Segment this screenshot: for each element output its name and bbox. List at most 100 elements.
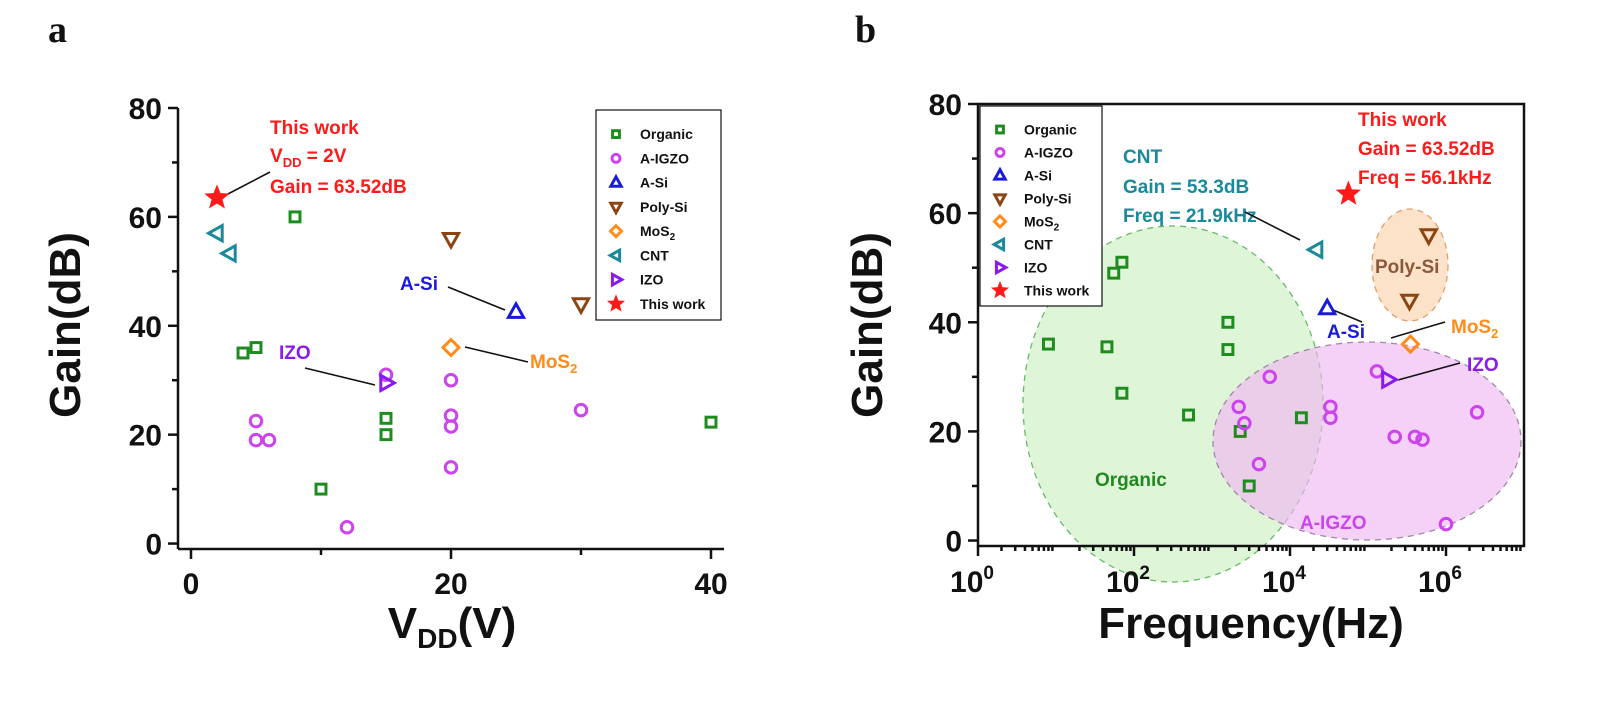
y-tick-label: 60 (129, 202, 162, 235)
legend-label: This work (640, 296, 706, 312)
point-organic (1221, 343, 1235, 357)
y-tick-label: 0 (145, 529, 162, 562)
point-a-igzo (339, 519, 355, 535)
point-organic (1100, 340, 1114, 354)
point-poly-si (1418, 228, 1439, 247)
legend-label: MoS2 (1024, 214, 1060, 234)
point-a-igzo (443, 372, 459, 388)
panel-label-b: b (855, 9, 876, 51)
legend-marker-mos2 (608, 223, 624, 239)
panel-b-legend: Organic A-IGZO A-Si Poly-Si MoS2 CNT IZO This w… (979, 105, 1103, 307)
point-organic (1115, 386, 1129, 400)
y-tick-label: 20 (129, 420, 162, 453)
point-poly-si (440, 232, 462, 251)
legend-marker-mos2 (992, 213, 1008, 230)
point-a-igzo (261, 432, 277, 448)
point-organic (249, 341, 263, 355)
izo-label-b: IZO (1467, 355, 1499, 376)
legend-label: Poly-Si (1024, 191, 1071, 207)
point-a-igzo (1231, 399, 1246, 415)
legend-marker-cnt (991, 236, 1006, 253)
legend-marker-organic (611, 129, 621, 140)
point-organic (1242, 479, 1256, 493)
point-mos2 (440, 337, 462, 358)
legend-marker-izo (610, 271, 625, 288)
legend-label: A-Si (640, 175, 668, 191)
x-tick-label: 100 (950, 563, 994, 599)
cnt-leader (1244, 211, 1301, 241)
izo-label: IZO (279, 343, 311, 364)
poly-si-region (1371, 208, 1449, 322)
mos2-leader (464, 346, 529, 363)
point-organic (1107, 266, 1121, 280)
legend-marker-a-igzo (994, 147, 1006, 158)
legend-marker-a-si (992, 166, 1008, 181)
point-izo (379, 372, 398, 394)
cnt-gain-label: Gain = 53.3dB (1123, 177, 1249, 198)
point-organic (1041, 337, 1055, 351)
x-tick-label: 20 (434, 568, 467, 601)
y-tick-label: 60 (929, 198, 962, 231)
y-tick-label: 20 (929, 416, 962, 449)
legend-box (595, 109, 722, 321)
point-a-igzo (1415, 432, 1430, 447)
legend-marker-izo (994, 259, 1009, 276)
y-tick-label: 40 (929, 307, 962, 340)
point-a-igzo (1323, 410, 1338, 426)
legend-marker-organic (995, 124, 1005, 135)
this-work-vdd-label: VDD = 2V (270, 146, 347, 170)
mos2-label-b: MoS2 (1451, 317, 1498, 341)
point-organic (1221, 315, 1235, 329)
point-poly-si (1399, 293, 1420, 312)
y-tick-label: 40 (129, 311, 162, 344)
point-a-igzo (248, 413, 264, 429)
legend-marker-poly-si (608, 201, 624, 216)
asi-leader (447, 286, 506, 311)
point-a-igzo (1262, 369, 1278, 385)
poly-si-label: Poly-Si (1375, 257, 1439, 278)
legend-marker-this-work (606, 294, 626, 312)
legend-marker-a-igzo (610, 152, 622, 164)
point-organic (236, 346, 250, 360)
point-organic (379, 428, 393, 442)
point-this-work (1335, 180, 1362, 205)
this-work-freq-label-b: Freq = 56.1kHz (1358, 168, 1492, 189)
legend-label: A-IGZO (640, 150, 689, 166)
this-work-gain-label-b: Gain = 63.52dB (1358, 139, 1495, 160)
point-organic (704, 415, 718, 429)
y-tick-label: 80 (129, 93, 162, 126)
mos2-label: MoS2 (530, 352, 577, 376)
point-organic (1294, 411, 1308, 425)
x-tick-label: 104 (1262, 563, 1306, 599)
this-work-label-b: This work (1358, 110, 1447, 131)
legend-marker-a-si (608, 173, 624, 188)
point-a-si (1317, 297, 1338, 316)
point-a-igzo (443, 419, 459, 434)
point-this-work (204, 184, 230, 209)
mos2-leader-b (1390, 321, 1446, 339)
panel-b-y-axis-title: Gain(dB) (843, 232, 892, 418)
point-cnt (205, 223, 224, 244)
panel-label-a: a (48, 9, 67, 51)
point-a-igzo (1469, 405, 1485, 420)
y-tick-label: 0 (945, 526, 962, 559)
point-a-igzo (1251, 456, 1267, 472)
this-work-label: This work (270, 118, 359, 139)
asi-label-b: A-Si (1327, 322, 1365, 343)
legend-marker-cnt (607, 247, 622, 264)
point-poly-si (570, 297, 592, 316)
point-a-igzo (1237, 415, 1252, 431)
panel-a-y-axis-title: Gain(dB) (41, 232, 90, 418)
point-cnt (1305, 239, 1324, 260)
izo-leader-b (1397, 362, 1461, 381)
legend-label: IZO (640, 272, 663, 288)
legend-label: IZO (1024, 260, 1047, 276)
x-tick-label: 106 (1418, 563, 1462, 599)
point-organic (379, 411, 393, 425)
izo-leader (304, 367, 376, 386)
point-a-si (505, 300, 527, 319)
point-izo (1381, 369, 1400, 390)
legend-label: Organic (1024, 122, 1077, 138)
cnt-label: CNT (1123, 147, 1162, 168)
